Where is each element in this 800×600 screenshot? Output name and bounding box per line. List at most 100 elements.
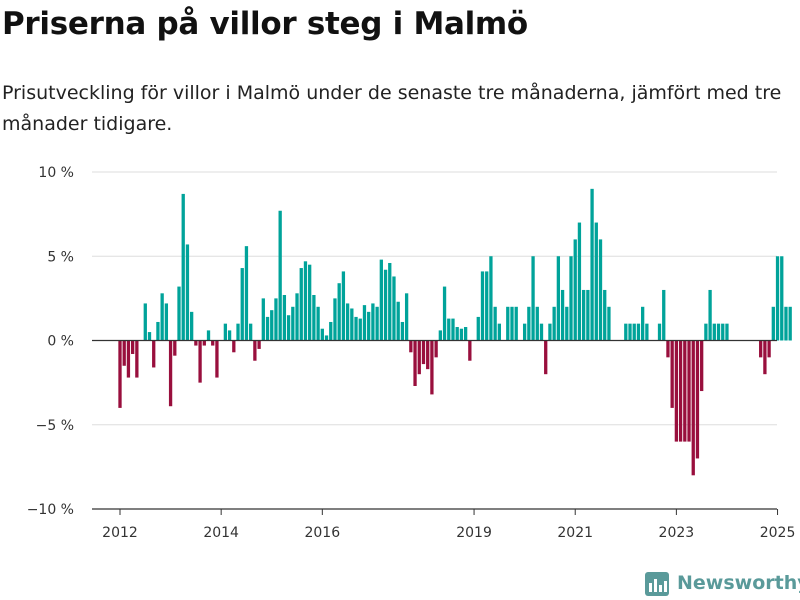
bar: [708, 289, 712, 341]
bar: [286, 315, 291, 341]
bar: [438, 330, 442, 341]
bar: [232, 340, 236, 353]
bar: [775, 256, 780, 341]
bar: [190, 311, 194, 341]
bar: [565, 306, 569, 341]
bar: [662, 289, 666, 341]
bar: [249, 323, 253, 341]
bar: [544, 340, 548, 375]
x-tick-label: 2025: [760, 525, 796, 541]
bar: [426, 340, 430, 370]
bar: [413, 340, 417, 386]
bar: [122, 340, 126, 366]
bar: [527, 306, 531, 341]
bar: [763, 340, 767, 375]
bar: [215, 340, 219, 378]
bar: [320, 328, 324, 341]
x-axis-ticks: 2012 2014 2016 2019 2021 2023 2025: [102, 509, 795, 541]
bar: [497, 323, 501, 341]
bar: [388, 262, 392, 341]
bar: [396, 301, 400, 341]
bar: [485, 271, 489, 341]
bar: [590, 188, 594, 341]
bar: [603, 289, 607, 341]
bar: [274, 298, 278, 341]
bar: [354, 316, 358, 341]
bar: [476, 316, 480, 341]
bar: [539, 323, 544, 341]
bar: [417, 340, 421, 375]
newsworthy-logo-icon: [645, 572, 669, 596]
bar: [404, 293, 409, 341]
bar: [767, 340, 771, 358]
bar: [522, 323, 527, 341]
bar: [451, 318, 455, 341]
bar: [223, 323, 228, 341]
bar: [392, 276, 396, 341]
bar: [687, 340, 691, 442]
bar: [725, 323, 729, 341]
bar: [607, 306, 611, 341]
bar: [645, 323, 649, 341]
bar: [759, 340, 763, 358]
bar: [636, 323, 641, 341]
bar: [560, 289, 565, 341]
bar: [506, 306, 510, 341]
bar: [257, 340, 261, 349]
bar: [156, 321, 160, 341]
bar: [678, 340, 683, 442]
brand-logo: Newsworthy: [645, 568, 800, 598]
x-tick-label: 2023: [659, 525, 695, 541]
bar: [371, 303, 375, 341]
bar: [295, 293, 299, 341]
bar: [674, 340, 679, 442]
bar: [375, 306, 379, 341]
bar: [362, 305, 367, 341]
bar: [211, 340, 215, 346]
bar: [185, 244, 190, 341]
bar: [442, 286, 447, 341]
bar: [447, 318, 451, 341]
bar: [303, 261, 308, 341]
bar: [168, 340, 173, 407]
bar: [556, 256, 561, 341]
bar: [379, 259, 383, 341]
bar: [434, 340, 438, 358]
bar: [131, 340, 135, 354]
bar: [160, 293, 164, 341]
bar: [202, 340, 206, 346]
bar: [253, 340, 257, 361]
bar: [569, 256, 573, 341]
bar: [430, 340, 434, 395]
bar: [598, 239, 603, 341]
bar: [480, 271, 485, 341]
bar: [240, 268, 244, 341]
bar: [628, 323, 632, 341]
bar: [345, 303, 350, 341]
bar: [227, 330, 232, 341]
bars: [118, 188, 792, 476]
bar: [194, 340, 198, 346]
bar: [670, 340, 674, 408]
bar: [181, 193, 185, 341]
x-tick-label: 2014: [203, 525, 239, 541]
bar: [548, 323, 552, 341]
bar: [291, 306, 295, 341]
x-tick-label: 2016: [304, 525, 340, 541]
bar: [244, 246, 249, 341]
bar: [333, 298, 337, 341]
bar: [173, 340, 177, 356]
bar: [716, 323, 721, 341]
bar: [459, 328, 464, 341]
bar: [308, 264, 312, 341]
bar: [409, 340, 413, 353]
bar: [164, 303, 169, 341]
bar: [421, 340, 426, 365]
bar: [771, 306, 775, 341]
bar: [788, 306, 792, 341]
bar: [400, 321, 405, 341]
bar: [695, 340, 700, 459]
y-tick-label: −5 %: [36, 418, 74, 434]
bar: [531, 256, 535, 341]
